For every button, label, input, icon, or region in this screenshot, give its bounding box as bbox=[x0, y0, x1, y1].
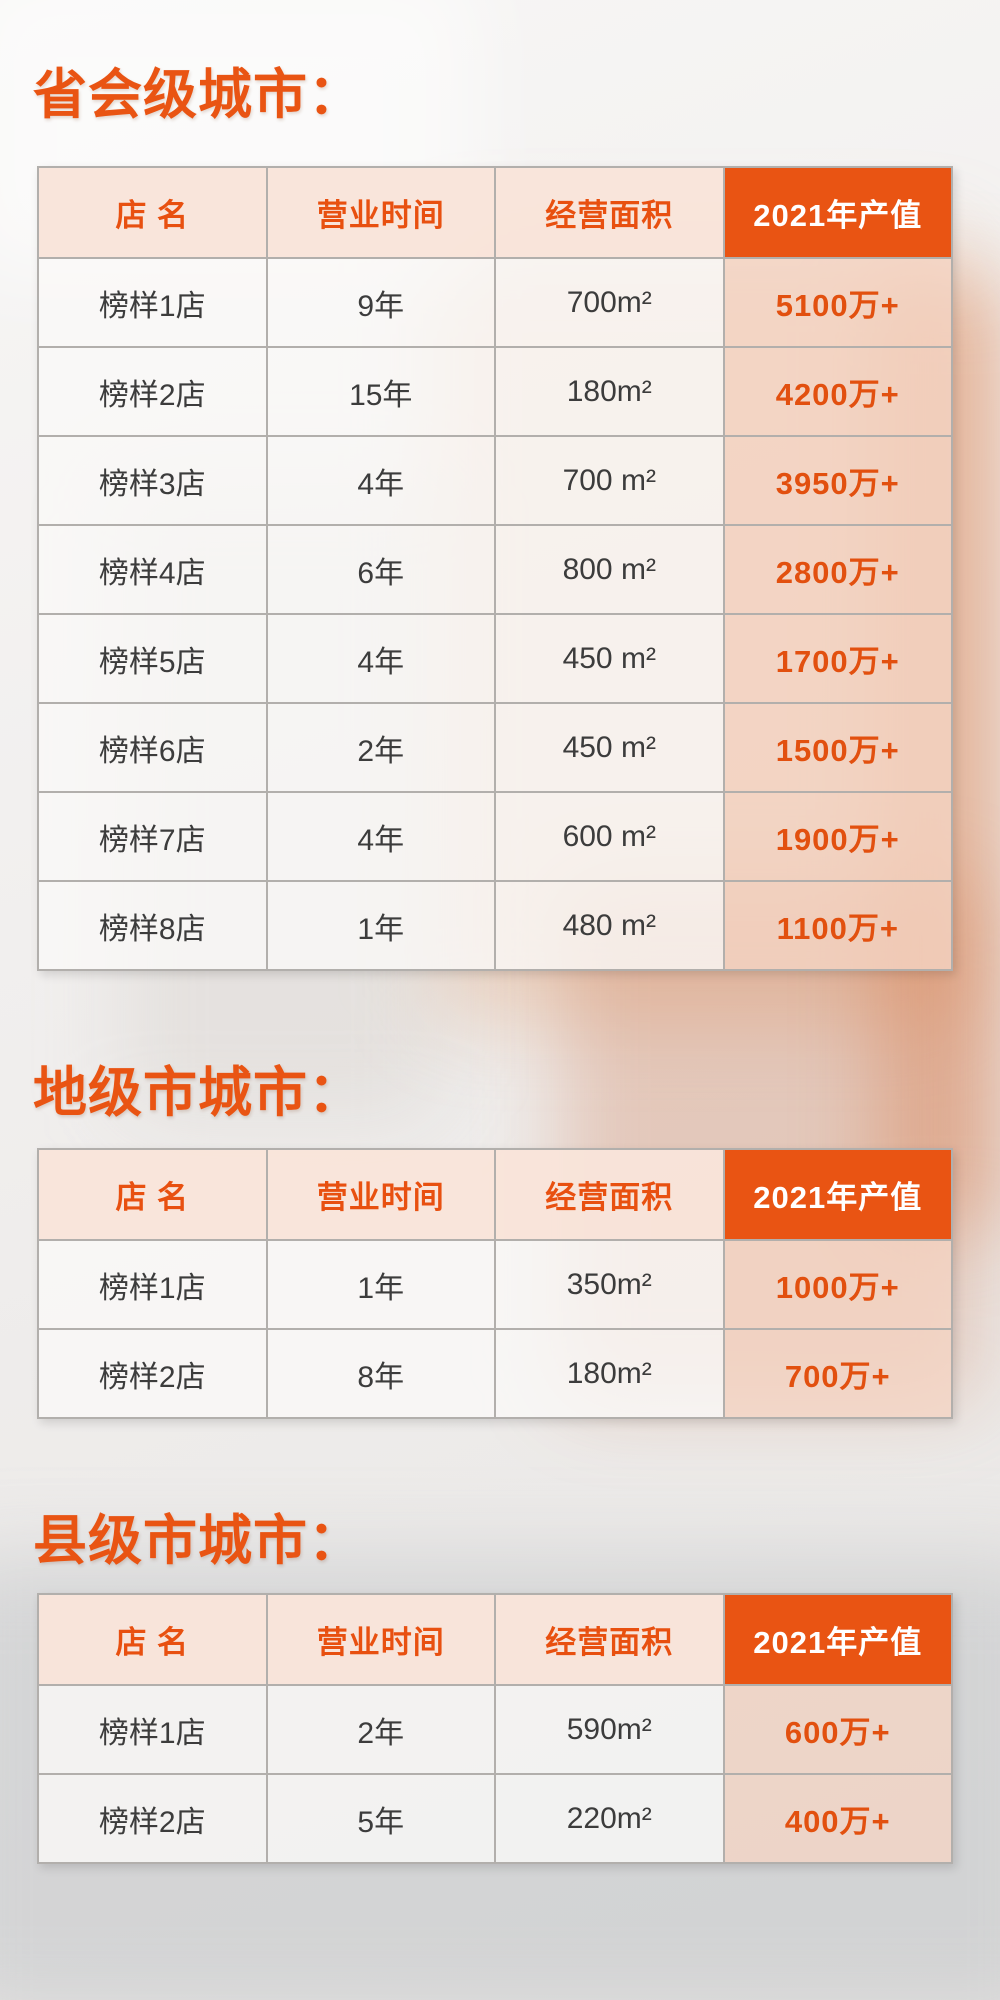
header-cell-output-value: 2021年产值 bbox=[722, 1593, 953, 1686]
header-cell: 营业时间 bbox=[265, 1593, 496, 1686]
value-cell: 400万+ bbox=[722, 1773, 953, 1864]
table-row: 榜样8店 1年 480 m² 1100万+ bbox=[37, 880, 953, 971]
data-cell: 榜样1店 bbox=[37, 257, 268, 348]
store-table-prefecture-level: 店 名营业时间 经营面积 2021年产值 榜样1店 1年 350m² 1000万+ 榜样2店 8… bbox=[37, 1148, 953, 1419]
data-cell: 榜样8店 bbox=[37, 880, 268, 971]
data-cell: 450 m² bbox=[494, 702, 725, 793]
value-cell: 1700万+ bbox=[722, 613, 953, 704]
data-cell: 榜样2店 bbox=[37, 1773, 268, 1864]
table-row: 榜样2店 8年 180m² 700万+ bbox=[37, 1328, 953, 1419]
data-cell: 榜样2店 bbox=[37, 1328, 268, 1419]
value-cell: 3950万+ bbox=[722, 435, 953, 526]
data-cell: 2年 bbox=[265, 1684, 496, 1775]
value-cell: 1000万+ bbox=[722, 1239, 953, 1330]
data-cell: 4年 bbox=[265, 435, 496, 526]
data-cell: 1年 bbox=[265, 880, 496, 971]
header-cell: 经营面积 bbox=[494, 166, 725, 259]
table-row: 榜样2店 15年 180m² 4200万+ bbox=[37, 346, 953, 437]
data-cell: 480 m² bbox=[494, 880, 725, 971]
data-cell: 450 m² bbox=[494, 613, 725, 704]
data-cell: 2年 bbox=[265, 702, 496, 793]
header-cell: 经营面积 bbox=[494, 1593, 725, 1686]
store-table-provincial-capital: 店 名营业时间 经营面积 2021年产值 榜样1店 9年 700m² 5100万+ 榜样2店 1… bbox=[37, 166, 953, 971]
table-row: 榜样3店 4年 700 m² 3950万+ bbox=[37, 435, 953, 526]
value-cell: 1500万+ bbox=[722, 702, 953, 793]
header-cell: 营业时间 bbox=[265, 1148, 496, 1241]
table-row: 榜样7店 4年 600 m² 1900万+ bbox=[37, 791, 953, 882]
data-cell: 榜样7店 bbox=[37, 791, 268, 882]
data-cell: 9年 bbox=[265, 257, 496, 348]
data-cell: 榜样3店 bbox=[37, 435, 268, 526]
value-cell: 4200万+ bbox=[722, 346, 953, 437]
value-cell: 1900万+ bbox=[722, 791, 953, 882]
value-cell: 700万+ bbox=[722, 1328, 953, 1419]
data-cell: 6年 bbox=[265, 524, 496, 615]
data-cell: 15年 bbox=[265, 346, 496, 437]
data-cell: 4年 bbox=[265, 613, 496, 704]
data-cell: 700 m² bbox=[494, 435, 725, 526]
data-cell: 590m² bbox=[494, 1684, 725, 1775]
data-cell: 700m² bbox=[494, 257, 725, 348]
store-table-county-level: 店 名营业时间 经营面积 2021年产值 榜样1店 2年 590m² 600万+ 榜样2店 5年… bbox=[37, 1593, 953, 1864]
header-cell: 营业时间 bbox=[265, 166, 496, 259]
header-cell: 经营面积 bbox=[494, 1148, 725, 1241]
data-cell: 8年 bbox=[265, 1328, 496, 1419]
table-row: 榜样4店 6年 800 m² 2800万+ bbox=[37, 524, 953, 615]
table-row: 榜样6店 2年 450 m² 1500万+ bbox=[37, 702, 953, 793]
data-cell: 榜样4店 bbox=[37, 524, 268, 615]
section-title-prefecture-level: 地级市城市： bbox=[33, 1063, 363, 1123]
header-cell: 店 名 bbox=[37, 1593, 268, 1686]
data-cell: 榜样1店 bbox=[37, 1684, 268, 1775]
section-title-county-level: 县级市城市： bbox=[33, 1511, 363, 1571]
header-row: 店 名营业时间 经营面积 2021年产值 bbox=[37, 1593, 953, 1686]
data-cell: 220m² bbox=[494, 1773, 725, 1864]
value-cell: 1100万+ bbox=[722, 880, 953, 971]
section-title-provincial-capital: 省会级城市： bbox=[33, 65, 363, 125]
data-cell: 350m² bbox=[494, 1239, 725, 1330]
data-cell: 榜样6店 bbox=[37, 702, 268, 793]
header-cell-output-value: 2021年产值 bbox=[722, 166, 953, 259]
header-cell: 店 名 bbox=[37, 1148, 268, 1241]
data-cell: 榜样2店 bbox=[37, 346, 268, 437]
data-cell: 800 m² bbox=[494, 524, 725, 615]
table-row: 榜样2店 5年 220m² 400万+ bbox=[37, 1773, 953, 1864]
data-cell: 4年 bbox=[265, 791, 496, 882]
header-cell: 店 名 bbox=[37, 166, 268, 259]
data-cell: 180m² bbox=[494, 346, 725, 437]
header-cell-output-value: 2021年产值 bbox=[722, 1148, 953, 1241]
header-row: 店 名营业时间 经营面积 2021年产值 bbox=[37, 1148, 953, 1241]
value-cell: 600万+ bbox=[722, 1684, 953, 1775]
data-cell: 5年 bbox=[265, 1773, 496, 1864]
data-cell: 榜样5店 bbox=[37, 613, 268, 704]
table-row: 榜样5店 4年 450 m² 1700万+ bbox=[37, 613, 953, 704]
data-cell: 1年 bbox=[265, 1239, 496, 1330]
table-row: 榜样1店 9年 700m² 5100万+ bbox=[37, 257, 953, 348]
table-row: 榜样1店 2年 590m² 600万+ bbox=[37, 1684, 953, 1775]
table-row: 榜样1店 1年 350m² 1000万+ bbox=[37, 1239, 953, 1330]
data-cell: 600 m² bbox=[494, 791, 725, 882]
header-row: 店 名营业时间 经营面积 2021年产值 bbox=[37, 166, 953, 259]
data-cell: 榜样1店 bbox=[37, 1239, 268, 1330]
value-cell: 5100万+ bbox=[722, 257, 953, 348]
data-cell: 180m² bbox=[494, 1328, 725, 1419]
value-cell: 2800万+ bbox=[722, 524, 953, 615]
